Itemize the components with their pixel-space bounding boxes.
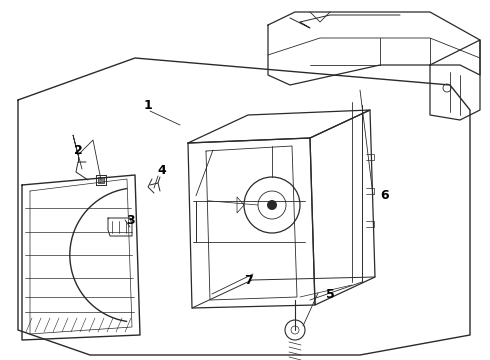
Bar <box>98 177 104 183</box>
Text: 3: 3 <box>126 213 134 226</box>
Text: 7: 7 <box>244 274 252 287</box>
Text: 1: 1 <box>144 99 152 112</box>
Text: 6: 6 <box>381 189 390 202</box>
Text: 2: 2 <box>74 144 82 157</box>
Text: 4: 4 <box>158 163 167 176</box>
Text: 5: 5 <box>326 288 334 302</box>
Circle shape <box>267 200 277 210</box>
